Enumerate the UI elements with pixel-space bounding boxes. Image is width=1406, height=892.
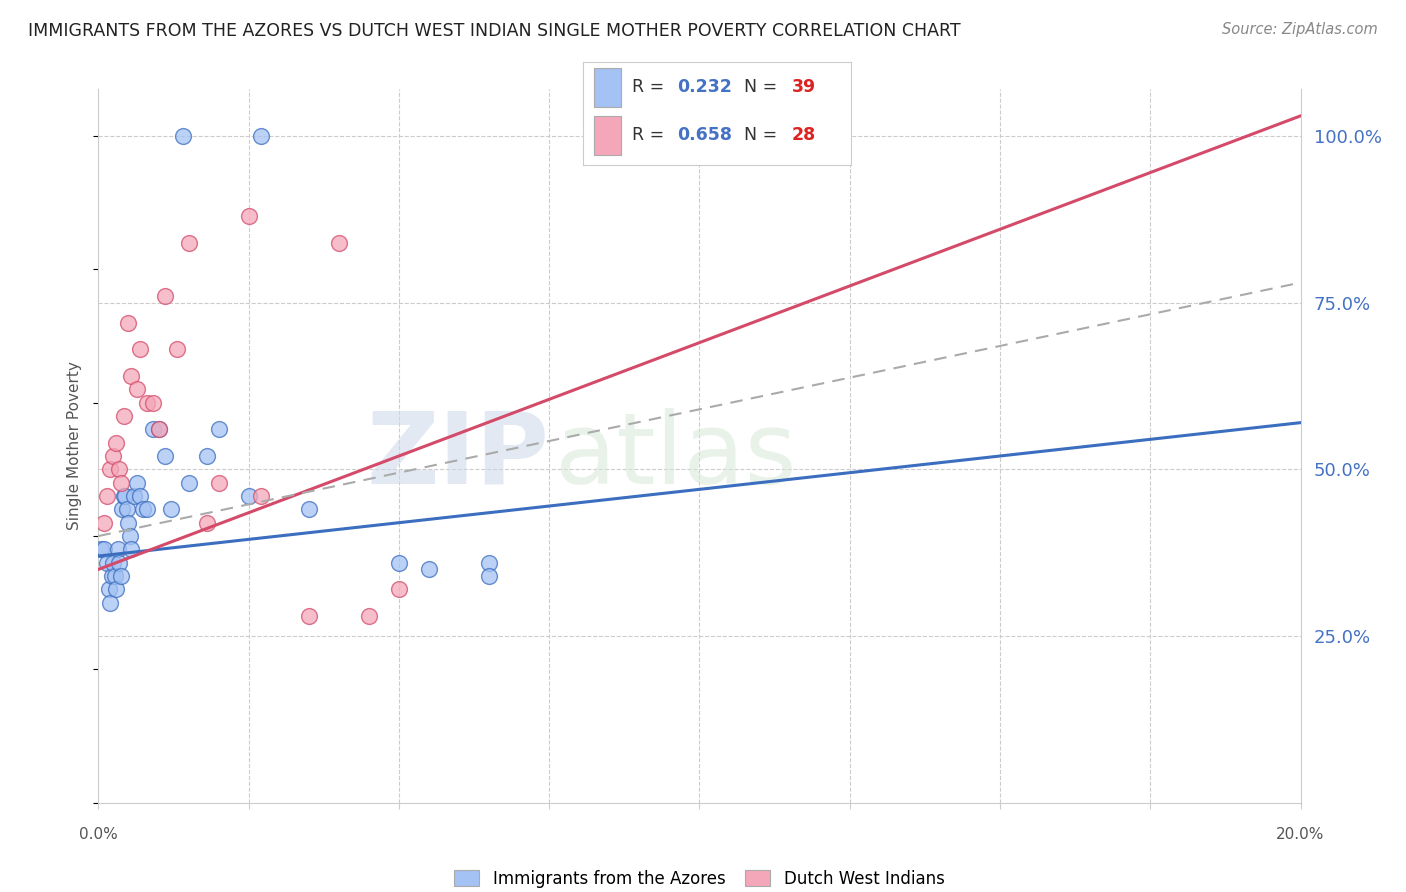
Text: R =: R = bbox=[631, 78, 669, 96]
Point bbox=[108, 462, 131, 476]
Point bbox=[124, 489, 146, 503]
Point bbox=[132, 502, 155, 516]
Point bbox=[93, 516, 115, 530]
Point bbox=[249, 489, 271, 503]
Point bbox=[177, 475, 200, 490]
Point bbox=[141, 422, 163, 436]
Y-axis label: Single Mother Poverty: Single Mother Poverty bbox=[67, 361, 83, 531]
Point bbox=[112, 409, 135, 423]
Point bbox=[112, 489, 135, 503]
Point bbox=[118, 529, 141, 543]
Text: 20.0%: 20.0% bbox=[1277, 827, 1324, 841]
Text: 28: 28 bbox=[792, 127, 815, 145]
Text: Source: ZipAtlas.com: Source: ZipAtlas.com bbox=[1222, 22, 1378, 37]
Text: 0.232: 0.232 bbox=[678, 78, 733, 96]
Point bbox=[238, 209, 260, 223]
Point bbox=[249, 128, 271, 143]
Point bbox=[117, 502, 139, 516]
Point bbox=[110, 475, 132, 490]
Text: IMMIGRANTS FROM THE AZORES VS DUTCH WEST INDIAN SINGLE MOTHER POVERTY CORRELATIO: IMMIGRANTS FROM THE AZORES VS DUTCH WEST… bbox=[28, 22, 960, 40]
Point bbox=[195, 449, 218, 463]
Point bbox=[598, 128, 620, 143]
Text: N =: N = bbox=[744, 127, 783, 145]
Text: ZIP: ZIP bbox=[367, 408, 550, 505]
Point bbox=[298, 609, 321, 624]
Point bbox=[90, 542, 112, 557]
Point bbox=[108, 556, 131, 570]
Point bbox=[418, 562, 440, 576]
Point bbox=[127, 382, 149, 396]
Point bbox=[105, 582, 128, 597]
Bar bbox=[595, 116, 621, 155]
Legend: Immigrants from the Azores, Dutch West Indians: Immigrants from the Azores, Dutch West I… bbox=[447, 863, 952, 892]
Point bbox=[148, 422, 170, 436]
Point bbox=[153, 289, 176, 303]
Point bbox=[135, 395, 157, 409]
Point bbox=[153, 449, 176, 463]
Point bbox=[96, 556, 118, 570]
Point bbox=[103, 556, 125, 570]
Point bbox=[298, 502, 321, 516]
Point bbox=[141, 395, 163, 409]
Point bbox=[148, 422, 170, 436]
Point bbox=[129, 343, 152, 357]
Point bbox=[100, 569, 122, 583]
Point bbox=[357, 609, 380, 624]
Point bbox=[195, 516, 218, 530]
Point bbox=[100, 462, 122, 476]
Point bbox=[388, 556, 411, 570]
Text: 0.658: 0.658 bbox=[678, 127, 733, 145]
Point bbox=[388, 582, 411, 597]
Point bbox=[208, 422, 231, 436]
Point bbox=[104, 569, 127, 583]
Point bbox=[110, 569, 132, 583]
Point bbox=[478, 556, 501, 570]
Point bbox=[121, 542, 143, 557]
Point bbox=[93, 542, 115, 557]
Point bbox=[107, 542, 129, 557]
Point bbox=[129, 489, 152, 503]
Text: 39: 39 bbox=[792, 78, 815, 96]
Point bbox=[117, 516, 139, 530]
Point bbox=[166, 343, 188, 357]
Point bbox=[111, 502, 134, 516]
Point bbox=[328, 235, 350, 250]
Text: atlas: atlas bbox=[555, 408, 797, 505]
Point bbox=[96, 489, 118, 503]
Text: N =: N = bbox=[744, 78, 783, 96]
Bar bbox=[595, 68, 621, 106]
Point bbox=[177, 235, 200, 250]
Text: R =: R = bbox=[631, 127, 669, 145]
Point bbox=[208, 475, 231, 490]
Point bbox=[117, 316, 139, 330]
Point bbox=[779, 128, 801, 143]
Point bbox=[135, 502, 157, 516]
Text: 0.0%: 0.0% bbox=[79, 827, 118, 841]
Point bbox=[159, 502, 181, 516]
Point bbox=[172, 128, 194, 143]
Point bbox=[478, 569, 501, 583]
Point bbox=[98, 582, 121, 597]
Point bbox=[105, 435, 128, 450]
Point bbox=[127, 475, 149, 490]
Point bbox=[103, 449, 125, 463]
Point bbox=[121, 368, 143, 383]
Point bbox=[114, 489, 136, 503]
Point bbox=[100, 596, 122, 610]
Point bbox=[238, 489, 260, 503]
